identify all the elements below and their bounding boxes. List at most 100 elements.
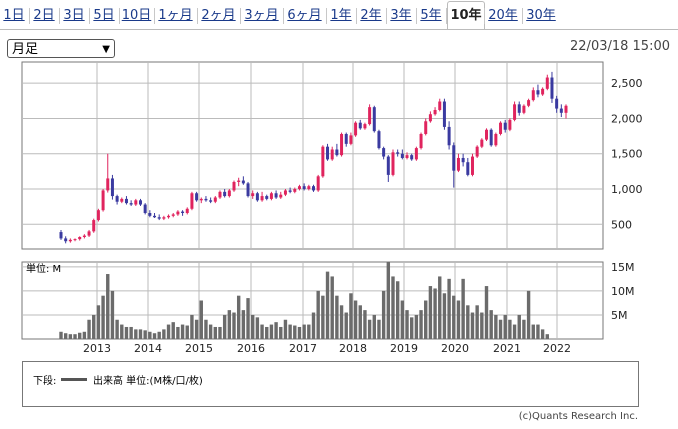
tab-separator	[356, 8, 357, 24]
candle	[246, 181, 250, 198]
volume-bar	[508, 319, 512, 339]
candle-body	[536, 90, 540, 95]
volume-bar	[381, 290, 386, 339]
tab-15[interactable]: 20年	[488, 8, 518, 23]
candle-body	[269, 193, 273, 199]
volume-bar	[531, 324, 535, 339]
volume-bar	[213, 326, 218, 339]
tab-1[interactable]: 1日	[3, 8, 25, 23]
tab-separator	[119, 8, 120, 24]
tab-11[interactable]: 2年	[360, 8, 382, 23]
candle-body	[321, 146, 325, 177]
candle-body	[344, 133, 348, 144]
candle	[452, 142, 456, 188]
volume-bar	[274, 322, 278, 339]
candle-body	[330, 149, 334, 160]
candle-body	[73, 239, 77, 241]
candle	[279, 191, 283, 199]
candle-body	[335, 149, 339, 156]
volume-bar	[452, 295, 456, 339]
candle-body	[405, 155, 409, 158]
tab-13[interactable]: 5年	[420, 8, 442, 23]
legend-label: 下段:	[33, 376, 57, 387]
candle	[101, 189, 105, 212]
volume-bar	[87, 319, 91, 339]
tab-separator	[154, 8, 155, 24]
y-tick-label: 500	[611, 218, 632, 231]
candle	[138, 198, 142, 206]
volume-bar	[143, 330, 147, 339]
candle	[307, 184, 311, 191]
candle	[424, 118, 428, 136]
volume-bar	[325, 271, 330, 339]
candle-body	[410, 155, 414, 160]
candle-body	[110, 178, 114, 197]
candle	[293, 187, 297, 194]
tab-8[interactable]: 3ヶ月	[244, 8, 279, 23]
tab-2[interactable]: 2日	[33, 8, 55, 23]
volume-bar	[297, 326, 302, 339]
interval-select[interactable]: 月足 ▼	[7, 39, 115, 58]
tab-5[interactable]: 10日	[121, 8, 152, 23]
candle-body	[396, 152, 400, 154]
volume-bar	[283, 319, 288, 339]
candle-body	[456, 157, 460, 171]
candle-body	[134, 200, 138, 205]
volume-bar	[536, 324, 540, 339]
candle-body	[499, 122, 503, 134]
volume-bar	[438, 276, 442, 339]
candle	[283, 189, 287, 197]
candle-body	[363, 124, 367, 129]
interval-select-value: 月足	[12, 42, 39, 57]
candle	[396, 149, 400, 157]
volume-bar	[124, 326, 129, 339]
candle	[110, 174, 114, 200]
candle	[499, 121, 503, 136]
volume-bar	[92, 314, 96, 339]
candle	[541, 87, 545, 96]
candle-body	[209, 200, 213, 202]
candle	[78, 236, 82, 241]
candle	[391, 149, 395, 177]
volume-unit-label: 単位: M	[26, 262, 61, 275]
candle-body	[527, 100, 531, 106]
candle	[442, 98, 446, 130]
candle-body	[115, 196, 119, 202]
candle	[485, 128, 489, 142]
volume-bar	[194, 319, 199, 339]
candle-body	[326, 146, 330, 160]
volume-bar	[152, 333, 157, 339]
candle-body	[545, 77, 549, 89]
volume-bar	[180, 324, 185, 339]
candle-body	[494, 133, 498, 146]
tab-6[interactable]: 1ヶ月	[158, 8, 193, 23]
candle	[522, 104, 526, 115]
tab-16[interactable]: 30年	[526, 8, 556, 23]
candle-body	[559, 108, 563, 113]
candle-body	[461, 157, 465, 163]
candle-body	[218, 191, 222, 198]
volume-bar	[293, 325, 297, 339]
tab-separator	[89, 8, 90, 24]
candle	[190, 191, 194, 211]
tab-9[interactable]: 6ヶ月	[287, 8, 322, 23]
tab-14[interactable]: 10年	[447, 1, 485, 30]
volume-bar	[176, 326, 180, 339]
x-tick-label: 2019	[390, 342, 418, 355]
candle-body	[424, 121, 428, 134]
volume-bar	[232, 312, 236, 339]
volume-bar	[395, 281, 400, 339]
tab-12[interactable]: 3年	[390, 8, 412, 23]
tab-10[interactable]: 1年	[330, 8, 352, 23]
candle	[330, 146, 334, 161]
tab-7[interactable]: 2ヶ月	[201, 8, 236, 23]
legend-text: 出来高 単位:(M株/口/枚)	[93, 376, 203, 387]
tab-3[interactable]: 3日	[63, 8, 85, 23]
volume-bar	[433, 288, 437, 339]
candle-body	[391, 152, 395, 175]
candle-body	[316, 176, 320, 191]
tab-4[interactable]: 5日	[93, 8, 115, 23]
candle-body	[349, 135, 353, 144]
candle-body	[92, 220, 96, 232]
